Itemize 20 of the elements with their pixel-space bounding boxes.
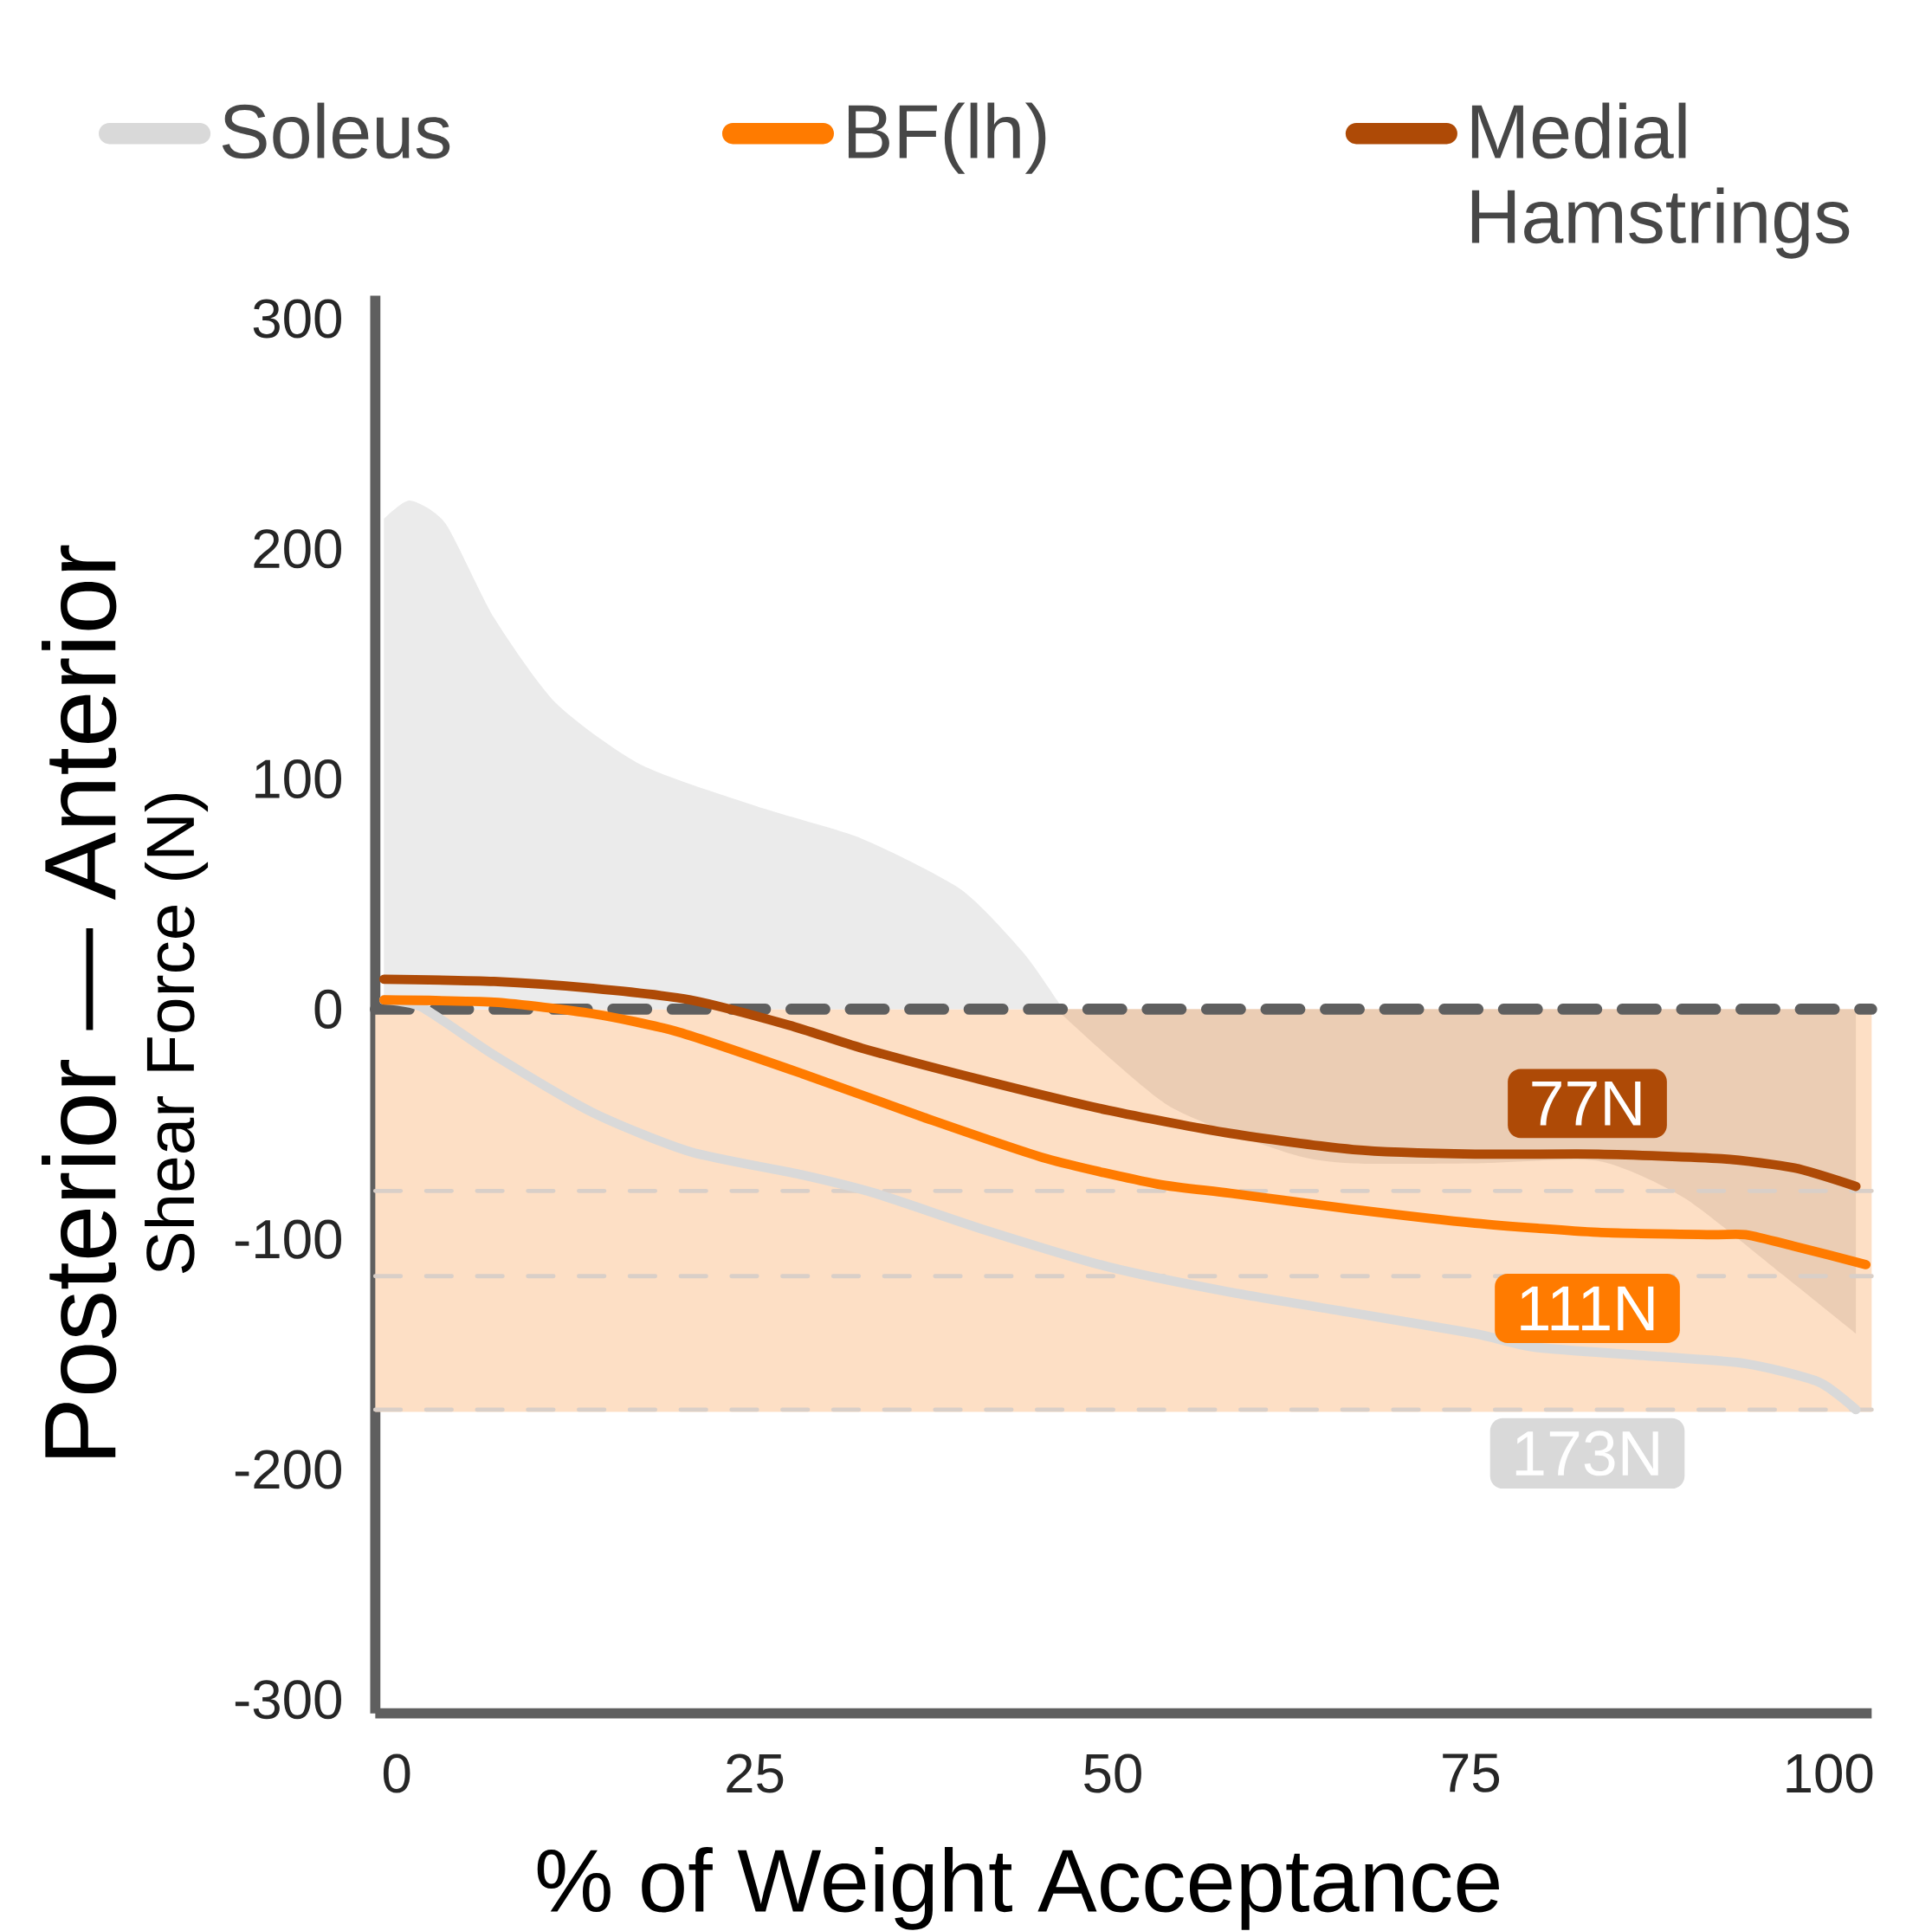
x-tick-label: 0 <box>383 1753 410 1793</box>
x-tick-label: 50 <box>1084 1753 1141 1793</box>
annotation: 77N <box>1532 1082 1641 1126</box>
y-tick-label: 200 <box>254 529 341 569</box>
y-tick-label: -300 <box>235 1680 341 1720</box>
x-tick-label: 75 <box>1443 1753 1500 1793</box>
y-tick-label: -200 <box>235 1450 341 1489</box>
y-tick-label: 0 <box>314 990 342 1030</box>
y-tick-label: 100 <box>255 759 341 799</box>
legend-label: Soleus <box>222 102 450 159</box>
y-tick-label: -100 <box>235 1219 341 1259</box>
y-tick-label: 300 <box>253 299 341 339</box>
x-tick-label: 100 <box>1787 1753 1873 1793</box>
x-tick-label: 25 <box>727 1753 784 1793</box>
y-axis-title: Posterior — Anterior <box>42 546 117 1457</box>
legend-label: Medial Hamstrings <box>1471 102 1850 259</box>
text: Shear Force (N) <box>145 794 209 1274</box>
x-axis-title: % of Weight Acceptance <box>537 1847 1499 1930</box>
legend-label: BF(lh) <box>848 102 1046 174</box>
annotation: 111N <box>1521 1286 1654 1331</box>
